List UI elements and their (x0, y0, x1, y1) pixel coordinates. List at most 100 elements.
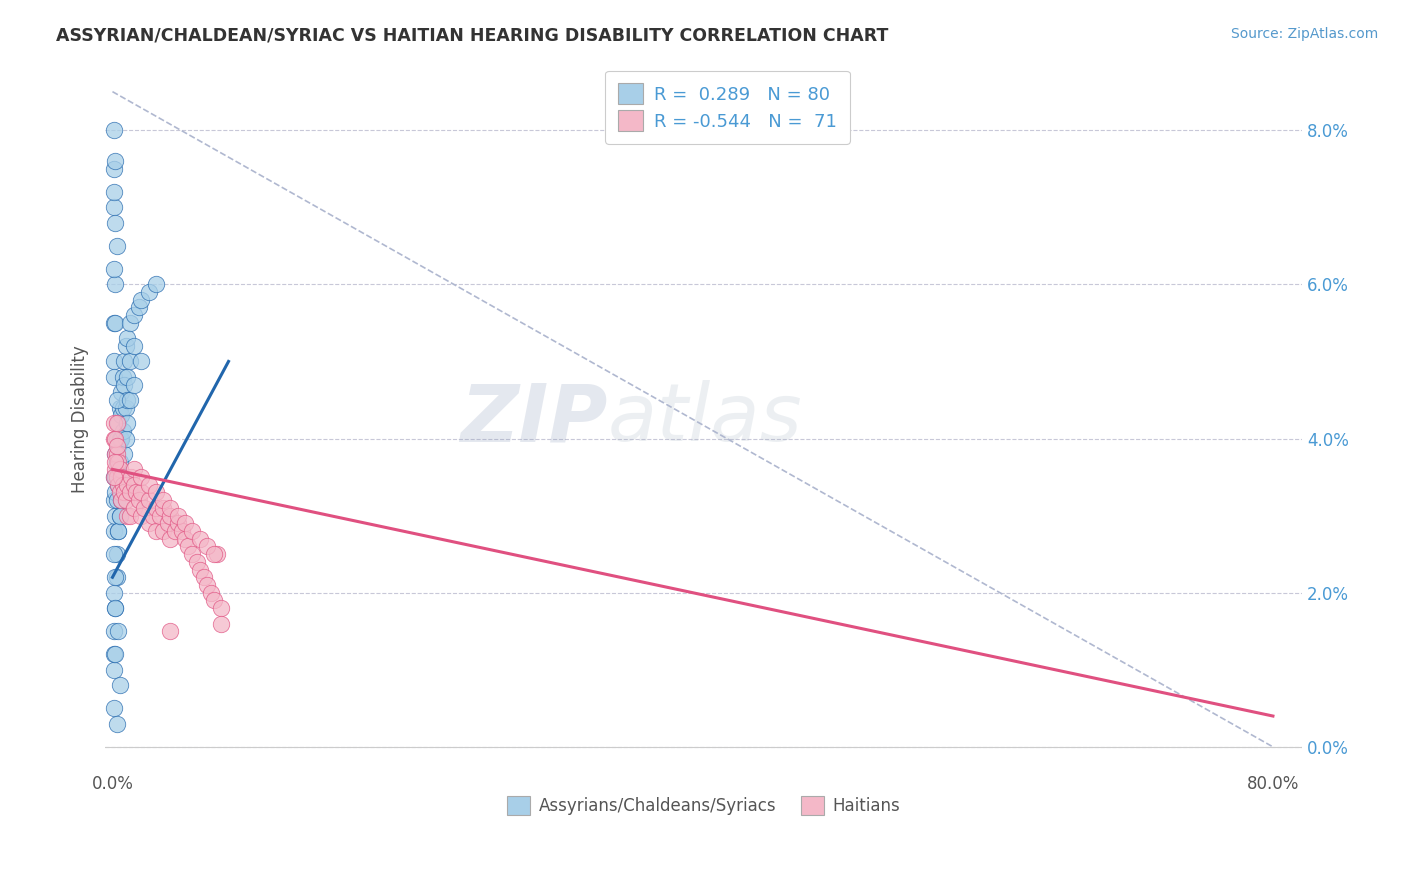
Point (166, 508, 188, 523)
Point (142, 508, 165, 523)
Point (108, 455, 131, 469)
Point (110, 493, 132, 508)
Point (122, 500, 145, 515)
Point (156, 516, 179, 531)
Point (115, 392, 138, 407)
Point (107, 477, 129, 491)
Point (159, 500, 181, 515)
Point (110, 493, 132, 508)
Point (104, 570, 127, 584)
Point (103, 547, 125, 561)
Point (107, 462, 129, 476)
Point (209, 601, 232, 615)
Point (115, 508, 138, 523)
Point (105, 416, 128, 430)
Text: Source: ZipAtlas.com: Source: ZipAtlas.com (1230, 27, 1378, 41)
Point (104, 447, 127, 461)
Point (104, 447, 127, 461)
Point (115, 331, 138, 345)
Point (145, 277, 167, 292)
Point (114, 432, 136, 446)
Point (104, 462, 127, 476)
Point (103, 663, 125, 677)
Point (105, 570, 128, 584)
Point (111, 424, 134, 438)
Point (138, 477, 160, 491)
Point (104, 154, 127, 169)
Point (118, 485, 141, 500)
Point (103, 470, 125, 484)
Point (103, 624, 125, 639)
Point (114, 401, 136, 415)
Point (118, 354, 141, 368)
Point (110, 409, 132, 423)
Point (138, 285, 160, 299)
Point (131, 293, 153, 307)
Point (111, 477, 134, 491)
Point (103, 493, 125, 508)
Point (159, 624, 181, 639)
Point (128, 493, 150, 508)
Point (108, 485, 131, 500)
Point (108, 508, 131, 523)
Point (105, 439, 128, 453)
Point (122, 377, 145, 392)
Point (145, 485, 167, 500)
Point (112, 377, 135, 392)
Point (120, 470, 142, 484)
Point (103, 200, 125, 214)
Point (107, 524, 129, 538)
Point (115, 416, 138, 430)
Point (103, 369, 125, 384)
Point (181, 524, 204, 538)
Point (124, 485, 146, 500)
Point (107, 524, 129, 538)
Point (209, 616, 232, 631)
Point (200, 585, 222, 599)
Point (145, 500, 167, 515)
Point (107, 416, 129, 430)
Point (202, 547, 225, 561)
Point (105, 455, 128, 469)
Point (103, 161, 125, 176)
Point (105, 239, 128, 253)
Point (105, 716, 128, 731)
Point (103, 185, 125, 199)
Point (131, 470, 153, 484)
Text: atlas: atlas (607, 380, 803, 458)
Point (112, 485, 135, 500)
Point (159, 532, 181, 546)
Point (104, 601, 127, 615)
Point (105, 493, 128, 508)
Point (138, 516, 160, 531)
Point (104, 648, 127, 662)
Point (108, 401, 131, 415)
Point (115, 477, 138, 491)
Point (131, 354, 153, 368)
Point (108, 508, 131, 523)
Point (104, 601, 127, 615)
Point (104, 432, 127, 446)
Point (181, 547, 204, 561)
Point (134, 500, 156, 515)
Point (104, 216, 127, 230)
Point (108, 678, 131, 692)
Point (118, 316, 141, 330)
Point (107, 455, 129, 469)
Point (103, 585, 125, 599)
Point (138, 493, 160, 508)
Point (188, 563, 211, 577)
Point (131, 508, 153, 523)
Point (152, 524, 174, 538)
Point (202, 593, 225, 607)
Point (122, 462, 145, 476)
Point (114, 339, 136, 353)
Point (174, 532, 197, 546)
Point (108, 432, 131, 446)
Point (108, 462, 131, 476)
Point (103, 416, 125, 430)
Point (105, 547, 128, 561)
Point (118, 508, 141, 523)
Point (104, 508, 127, 523)
Point (186, 555, 208, 569)
